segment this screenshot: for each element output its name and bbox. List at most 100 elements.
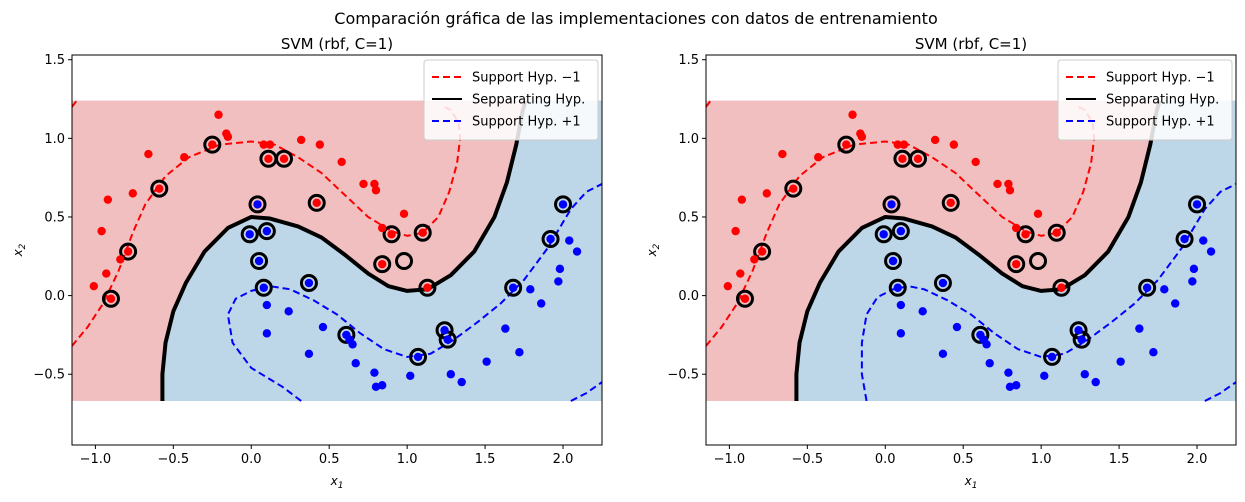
support-vector-marker [254,278,273,297]
data-point-class-pos [1171,299,1180,308]
support-vector-marker [1016,225,1035,244]
y-tick-label: −0.5 [667,368,699,383]
support-hyperplane-neg-line [706,106,1096,347]
data-point-class-pos [245,230,254,239]
support-vector-marker [1138,278,1157,297]
legend: Support Hyp. −1 Sepparating Hyp. Support H… [423,59,599,141]
plot-area [706,100,1236,402]
data-point-class-pos [558,200,568,209]
support-vector-marker [1047,223,1066,242]
data-point-class-neg [842,140,851,149]
support-vector-marker [413,223,432,242]
support-vector-marker [373,255,392,274]
data-point-class-pos [1189,264,1199,274]
support-hyperplane-pos-line [226,183,602,402]
data-point-class-neg [737,195,747,204]
data-point-class-pos [1192,200,1202,209]
x-tick-label: −1.0 [714,452,746,467]
data-point-class-pos [982,340,991,349]
data-point-class-pos [1047,352,1057,362]
x-tick-label: 0.0 [875,452,896,467]
support-hyperplane-neg-line [72,106,462,347]
data-point-class-neg [370,179,379,189]
support-hyperplane-pos-line [860,183,1236,402]
support-vector-marker [1052,278,1071,297]
support-vector-marker [418,278,437,297]
x-tick-label: −1.0 [80,452,112,467]
support-hyperplane-neg-line [706,100,712,108]
data-point-class-pos [351,359,360,368]
data-point-class-pos [1180,234,1189,244]
data-point-class-pos [1012,381,1021,390]
data-point-class-neg [1012,223,1021,233]
support-vector-marker [382,225,401,244]
data-point-class-neg [762,189,771,198]
support-vector-marker [884,252,903,271]
data-point-class-neg [144,149,153,159]
x-tick-label: −0.5 [158,452,190,467]
data-point-class-neg [899,140,909,149]
x-tick-label: 2.0 [1187,452,1208,467]
axes-frame [705,54,1237,446]
legend-box [1057,59,1233,141]
legend-box [423,59,599,141]
data-point-class-pos [440,326,449,335]
x-tick-label: 1.5 [475,452,496,467]
region-class-pos [162,100,602,401]
data-point-class-neg [1012,259,1021,269]
figure-title: Comparación gráfica de las implementacio… [334,9,937,28]
data-point-class-pos [406,371,415,381]
support-vector-marker [119,242,138,261]
support-vector-marker [504,278,523,297]
support-vector-marker [933,274,952,293]
data-point-class-pos [1199,236,1208,245]
data-point-class-neg [893,140,902,149]
x-tick-label: 1.0 [397,452,418,467]
data-point-class-neg [1021,230,1030,239]
support-vector-marker [1007,255,1026,274]
data-point-class-pos [896,329,906,338]
support-vector-marker [101,289,120,308]
legend-label: Sepparating Hyp. [472,93,585,108]
support-vector-marker [275,149,293,168]
data-point-class-neg [898,154,907,163]
data-point-class-neg [155,184,164,193]
chart-panel-1: −1.0 −0.5 0.0 0.5 1.0 1.5 2.0 −0.5 0.0 0.5 1.0 1.5 S… [11,35,603,491]
data-point-class-pos [501,324,510,333]
legend: Support Hyp. −1 Sepparating Hyp. Support H… [1057,59,1233,141]
data-point-class-pos [1149,348,1158,357]
data-point-class-neg [128,189,137,198]
data-point-class-pos [515,348,524,357]
support-vector-marker [299,274,318,293]
data-point-class-pos [938,349,948,358]
support-vector-marker [541,229,560,248]
legend-label: Sepparating Hyp. [1106,93,1219,108]
x-axis-label: x1 [964,474,978,491]
legend-label: Support Hyp. −1 [472,71,581,86]
data-point-class-pos [443,335,452,344]
data-point-class-pos [348,340,357,349]
data-point-class-pos [1142,283,1152,292]
data-point-class-neg [971,157,980,167]
y-axis-label: x2 [645,243,662,257]
data-point-class-pos [1040,371,1049,381]
support-vector-marker [257,222,276,241]
data-point-class-neg [223,132,233,141]
support-vector-marker [941,193,960,212]
data-point-class-pos [1116,357,1125,366]
support-vector-marker [909,149,927,168]
legend-label: Support Hyp. +1 [472,115,581,130]
data-point-class-neg [315,140,325,149]
data-point-class-neg [106,294,116,303]
legend-label: Support Hyp. +1 [1106,115,1215,130]
data-point-class-neg [1057,283,1066,292]
data-point-class-pos [893,283,902,292]
data-point-class-pos [253,200,262,209]
data-point-class-pos [318,322,328,332]
support-vector-marker [753,242,772,261]
support-vector-marker [784,179,803,198]
data-point-class-pos [457,377,466,387]
support-vector-marker [1043,347,1062,366]
